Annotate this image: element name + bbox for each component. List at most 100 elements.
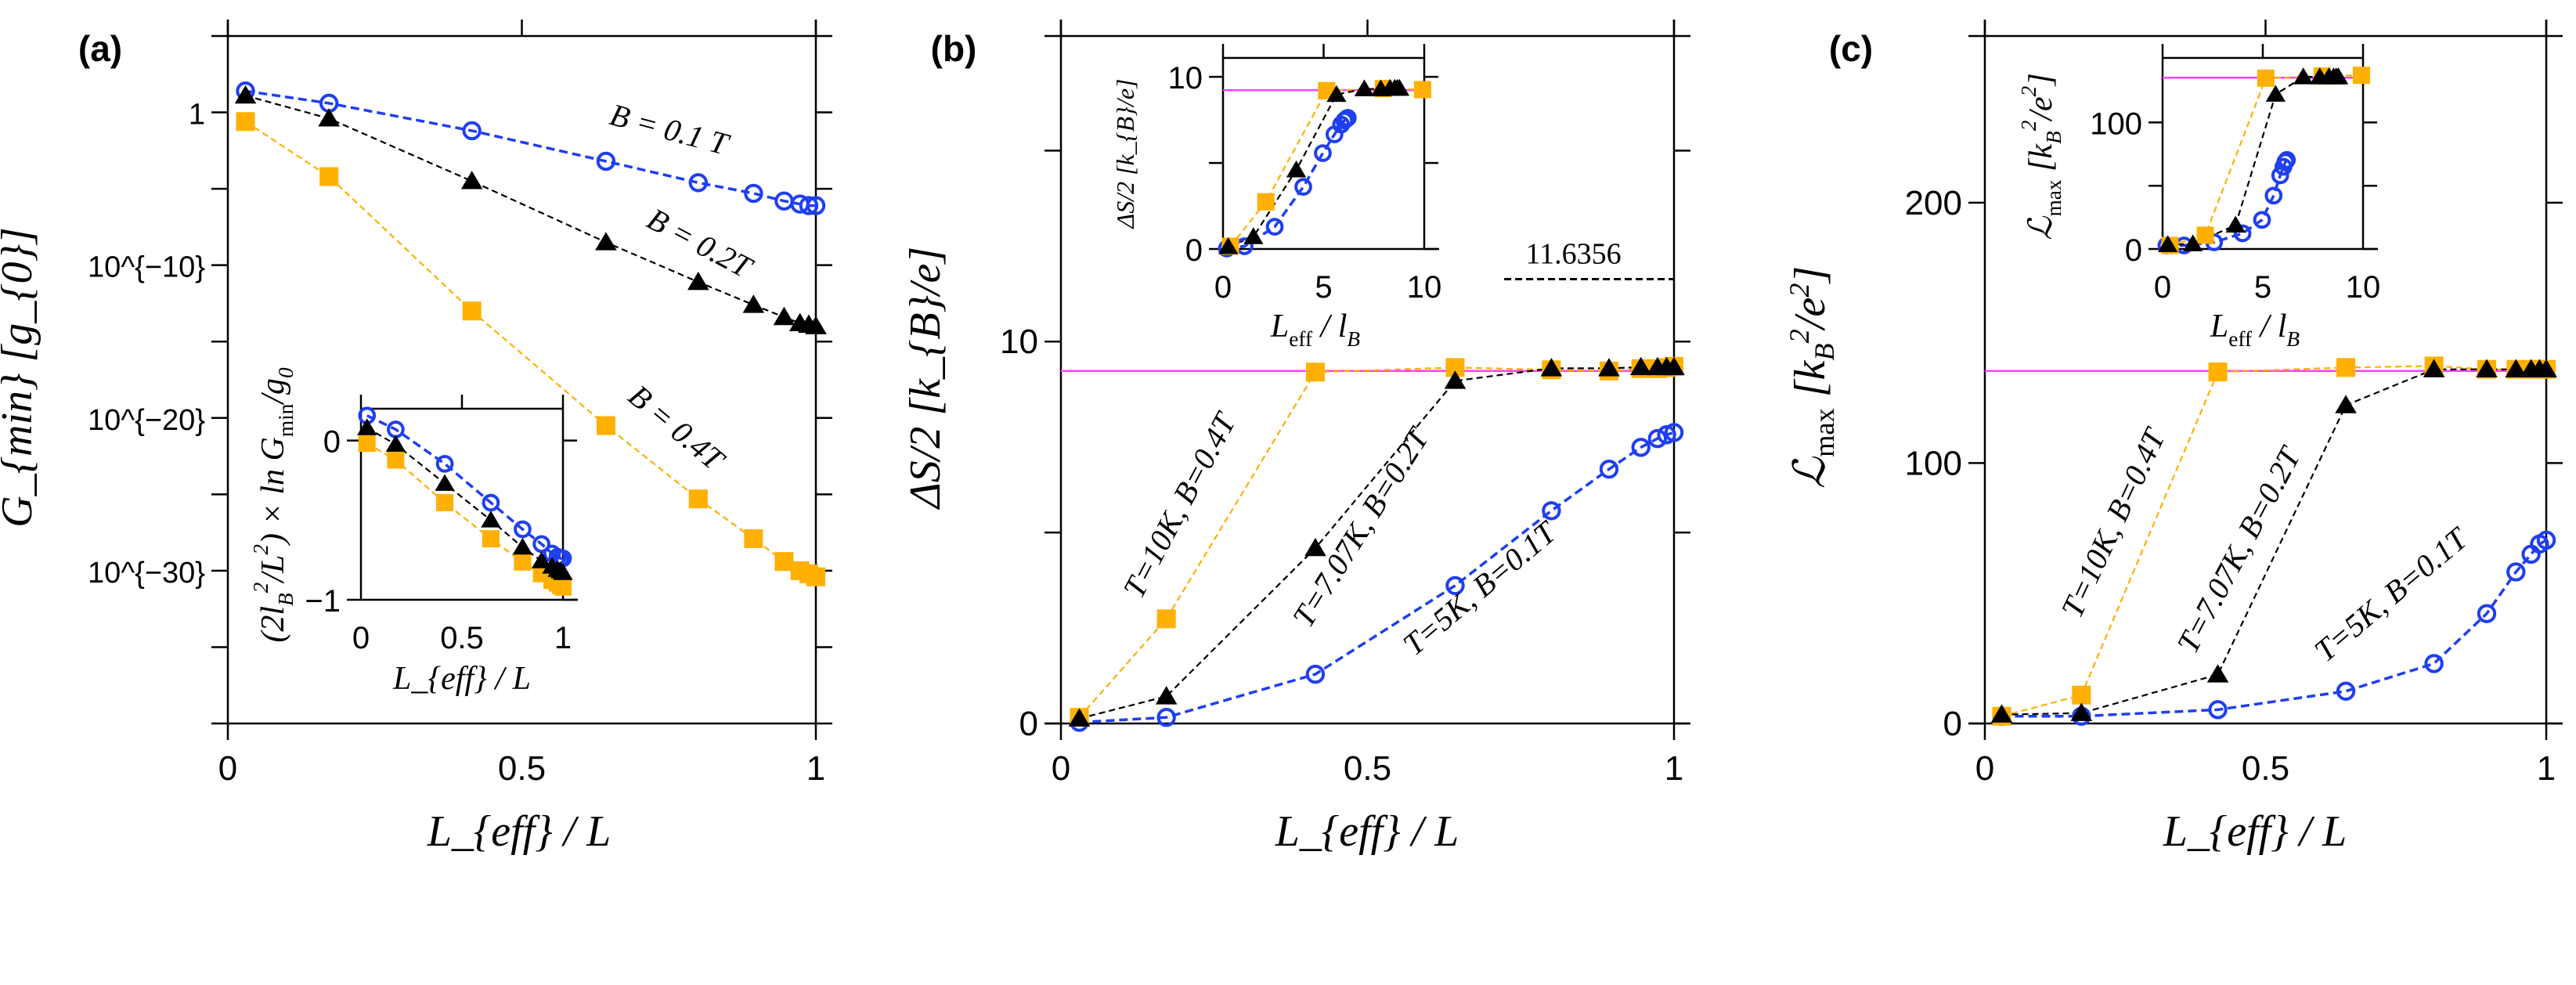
panel-label: (b): [931, 28, 977, 69]
main-data-point: [1599, 459, 1619, 479]
inset-data-point: [2257, 69, 2275, 87]
inset-series-line: [2167, 76, 2339, 246]
series-annotation: T=5K, B=0.1T: [2307, 520, 2476, 669]
x-tick-label: 0: [218, 749, 237, 788]
main-data-point: [1305, 664, 1326, 684]
main-data-point: [1629, 356, 1652, 376]
inset-data-point: [2253, 211, 2271, 229]
main-data-point: [1156, 707, 1176, 727]
main-data-point: [799, 196, 819, 215]
series-annotation: T=5K, B=0.1T: [1396, 514, 1564, 662]
main-data-point: [319, 167, 339, 186]
main-data-point: [2336, 358, 2356, 377]
main-data-point: [805, 316, 827, 334]
series-annotation: T=10K, B=0.4T: [1116, 406, 1243, 604]
main-data-point: [2072, 685, 2091, 705]
panel-a: (a) 0 0.5 1 1 10^{−10} 10^{−20} 10^{−30} L_{eff}…: [0, 20, 832, 856]
inset-data-point: [2265, 85, 2286, 102]
main-data-point: [773, 306, 796, 326]
y-tick-label: −1: [305, 584, 341, 619]
main-data-point: [688, 173, 708, 193]
x-tick-label: 5: [1315, 270, 1332, 305]
main-data-point: [2208, 363, 2228, 382]
y-tick-label: 10^{−30}: [88, 557, 205, 590]
y-tick-label: 10: [1000, 323, 1038, 361]
x-tick-label: 0: [1214, 270, 1232, 305]
inset-series-line: [2166, 159, 2289, 247]
inset-data-point: [1314, 144, 1332, 162]
y-tick-label: 0: [2125, 233, 2142, 268]
y-tick-label: 200: [1905, 184, 1962, 222]
y-tick-label: 1: [189, 99, 205, 132]
y-tick-label: 0: [1943, 705, 1962, 743]
inset-data-point: [2196, 226, 2214, 244]
main-series-line: [1079, 431, 1675, 724]
inset-data-point: [436, 493, 454, 511]
main-data-point: [806, 196, 826, 215]
y-tick-label: 10: [1168, 61, 1203, 96]
y-tick-label: 0: [1019, 705, 1038, 743]
main-data-point: [687, 271, 709, 290]
inset-data-point: [1243, 227, 1264, 244]
series-annotation: B = 0.1 T: [606, 96, 734, 162]
main-data-point: [2536, 530, 2556, 550]
main-data-point: [1663, 356, 1685, 376]
main-data-point: [2335, 395, 2357, 413]
x-axis-label: L_{eff} / L: [2163, 807, 2347, 856]
main-data-point: [1155, 686, 1178, 705]
inset-chart: 0 0.5 1 0 −1 L_{eff} / L (2lB2/L2) × ln Gmin/g…: [249, 367, 578, 697]
main-data-point: [2336, 681, 2356, 701]
inset-data-point: [2225, 215, 2246, 233]
inset-chart: 0 5 10 0 10 Leff / lB ΔS/2 [k_{B}/e]: [1111, 44, 1441, 351]
y-tick-label: 100: [1905, 444, 1962, 482]
inset-data-point: [357, 418, 377, 435]
inset-data-point: [385, 435, 406, 452]
y-axis-label: ΔS/2 [k_{B}/e]: [901, 247, 950, 510]
main-data-point: [2506, 562, 2526, 582]
main-data-point: [1445, 575, 1465, 596]
inset-data-point: [2293, 67, 2314, 85]
x-tick-label: 1: [1665, 749, 1683, 788]
main-data-point: [688, 489, 708, 509]
inset-y-axis-label: ΔS/2 [k_{B}/e]: [1111, 78, 1139, 229]
main-data-point: [744, 183, 763, 204]
inset-data-point: [532, 535, 551, 554]
main-data-point: [1647, 428, 1668, 449]
main-data-point: [460, 171, 483, 189]
inset-data-point: [387, 451, 405, 469]
main-data-point: [806, 567, 825, 586]
inset-data-point: [481, 511, 501, 528]
inset-data-point: [514, 520, 532, 539]
panel-label: (c): [1829, 28, 1873, 69]
inset-background: [2163, 58, 2363, 249]
main-data-point: [596, 416, 615, 435]
inset-data-point: [1326, 85, 1347, 103]
main-data-point: [2521, 544, 2541, 565]
main-data-point: [2476, 359, 2498, 377]
main-data-point: [1444, 370, 1467, 389]
inset-data-point: [2264, 186, 2283, 205]
main-data-point: [595, 232, 617, 251]
inset-data-point: [1286, 161, 1307, 178]
y-axis-label: G_{min} [g_{0}]: [0, 227, 41, 528]
main-data-point: [1664, 423, 1684, 442]
panel-label: (a): [78, 28, 122, 69]
inset-x-axis-label: Leff / lB: [1270, 308, 1361, 351]
x-tick-label: 10: [2346, 270, 2381, 305]
inset-data-point: [1413, 81, 1431, 99]
inset-data-point: [1338, 109, 1357, 127]
inset-data-point: [2328, 67, 2349, 85]
inset-data-point: [1294, 178, 1312, 196]
inset-data-point: [553, 563, 573, 580]
main-data-point: [1068, 708, 1091, 727]
inset-data-point: [1354, 79, 1375, 96]
inset-x-axis-label: Leff / lB: [2210, 308, 2300, 351]
main-data-point: [318, 108, 340, 127]
main-data-point: [2424, 654, 2444, 673]
inset-data-point: [435, 474, 455, 491]
series-annotation: B = 0.2T: [641, 200, 759, 285]
